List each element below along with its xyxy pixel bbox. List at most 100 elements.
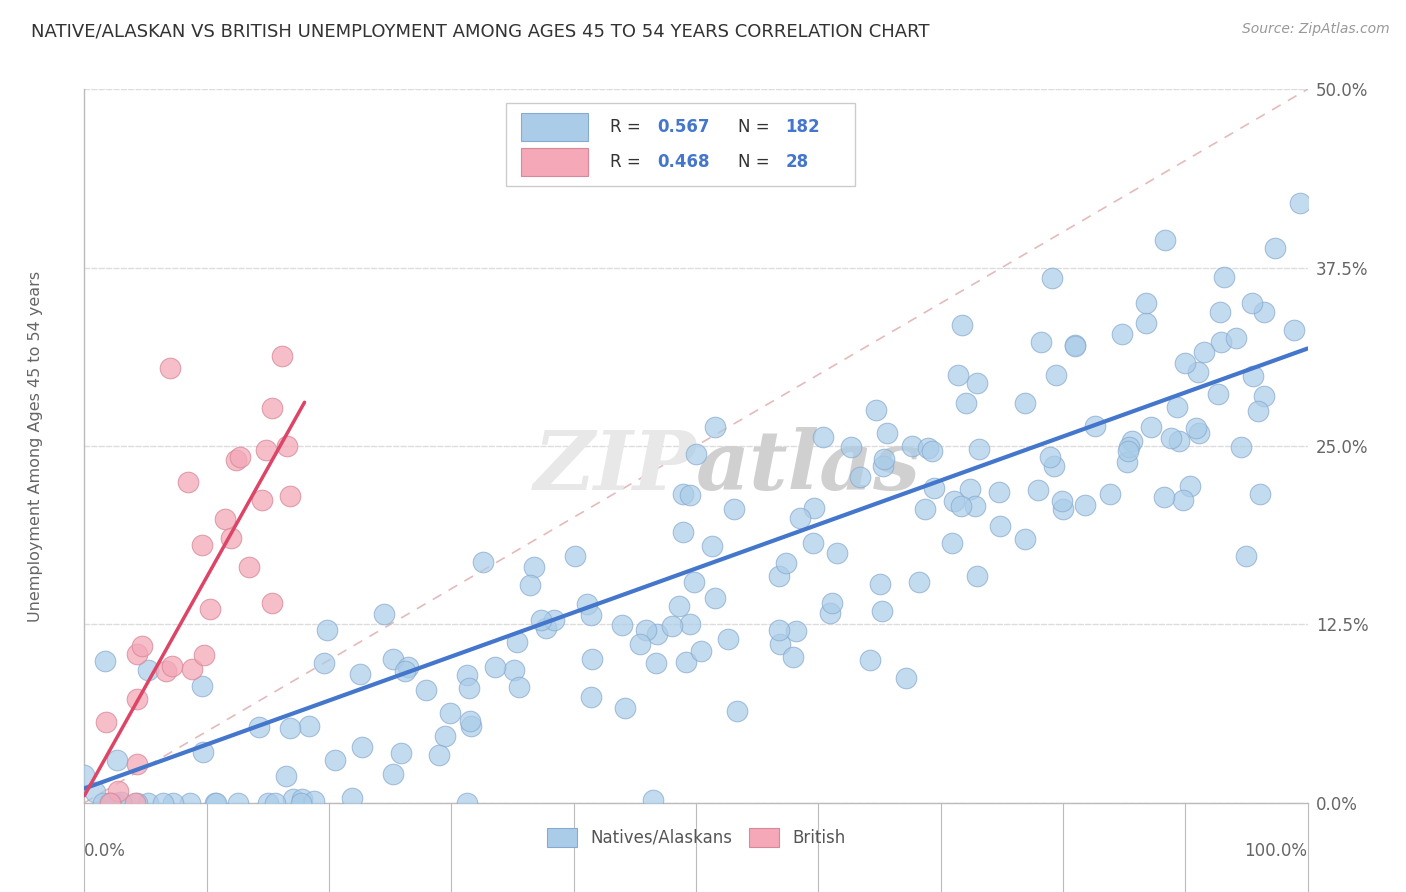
Point: [876, 425, 898, 440]
Point: [672, 487, 695, 501]
Point: [1243, 369, 1265, 384]
Point: [456, 667, 478, 681]
Point: [1064, 339, 1087, 353]
Point: [278, 721, 301, 735]
Point: [1140, 420, 1163, 434]
Point: [1168, 434, 1191, 448]
Point: [159, 360, 181, 375]
Point: [579, 607, 602, 622]
Point: [821, 596, 844, 610]
Point: [110, 796, 132, 810]
Point: [641, 793, 664, 807]
Point: [276, 769, 298, 783]
Point: [628, 636, 651, 650]
Point: [270, 349, 292, 363]
Point: [950, 318, 973, 332]
Point: [1241, 295, 1264, 310]
Point: [679, 488, 702, 502]
Point: [228, 450, 250, 464]
Point: [312, 656, 335, 670]
FancyBboxPatch shape: [522, 113, 588, 141]
Point: [811, 430, 834, 444]
Point: [894, 671, 917, 685]
Text: Unemployment Among Ages 45 to 54 years: Unemployment Among Ages 45 to 54 years: [28, 270, 44, 622]
Text: 0.0%: 0.0%: [84, 842, 127, 860]
Point: [340, 790, 363, 805]
Point: [1039, 450, 1062, 465]
Point: [125, 647, 148, 661]
Point: [636, 623, 658, 637]
Point: [349, 667, 371, 681]
Point: [373, 607, 395, 622]
Point: [1160, 431, 1182, 445]
Point: [291, 792, 314, 806]
Point: [382, 767, 405, 781]
Text: N =: N =: [738, 118, 775, 136]
Point: [155, 665, 177, 679]
Point: [782, 650, 804, 665]
Point: [350, 739, 373, 754]
Point: [1284, 323, 1306, 337]
Point: [689, 644, 711, 658]
Point: [564, 549, 586, 563]
Point: [290, 796, 312, 810]
Point: [922, 482, 945, 496]
Text: R =: R =: [610, 153, 647, 171]
Point: [869, 576, 891, 591]
Point: [190, 538, 212, 552]
Point: [93, 654, 115, 668]
Point: [683, 574, 706, 589]
Point: [849, 469, 872, 483]
Point: [484, 660, 506, 674]
Point: [717, 632, 740, 647]
Legend: Natives/Alaskans, British: Natives/Alaskans, British: [538, 819, 853, 855]
Point: [908, 574, 931, 589]
Point: [534, 621, 557, 635]
Point: [865, 403, 887, 417]
Point: [107, 783, 129, 797]
Point: [966, 376, 988, 391]
Point: [124, 796, 146, 810]
Point: [576, 597, 599, 611]
Point: [1225, 331, 1247, 345]
FancyBboxPatch shape: [506, 103, 855, 186]
Point: [100, 796, 122, 810]
Point: [260, 401, 283, 416]
Text: Source: ZipAtlas.com: Source: ZipAtlas.com: [1241, 22, 1389, 37]
Point: [396, 660, 419, 674]
Point: [873, 452, 896, 467]
Point: [323, 753, 346, 767]
Point: [530, 613, 553, 627]
Point: [103, 796, 125, 810]
Point: [219, 531, 242, 545]
Point: [136, 663, 159, 677]
Point: [1211, 334, 1233, 349]
Point: [579, 690, 602, 704]
Point: [988, 484, 1011, 499]
Point: [1253, 305, 1275, 319]
Point: [769, 637, 792, 651]
Point: [180, 662, 202, 676]
Point: [458, 714, 481, 728]
Point: [1084, 418, 1107, 433]
Point: [775, 556, 797, 570]
Point: [1174, 356, 1197, 370]
Point: [508, 680, 530, 694]
Point: [700, 539, 723, 553]
Point: [179, 796, 201, 810]
Point: [523, 560, 546, 574]
Point: [503, 663, 526, 677]
Point: [91, 796, 114, 810]
Point: [1171, 493, 1194, 508]
Point: [73, 768, 96, 782]
Point: [685, 447, 707, 461]
Point: [614, 701, 637, 715]
Point: [1209, 305, 1232, 319]
Point: [83, 785, 105, 799]
Point: [254, 442, 277, 457]
Point: [1188, 426, 1211, 441]
Point: [818, 606, 841, 620]
Point: [967, 442, 990, 456]
Point: [1135, 316, 1157, 330]
Point: [785, 624, 807, 638]
